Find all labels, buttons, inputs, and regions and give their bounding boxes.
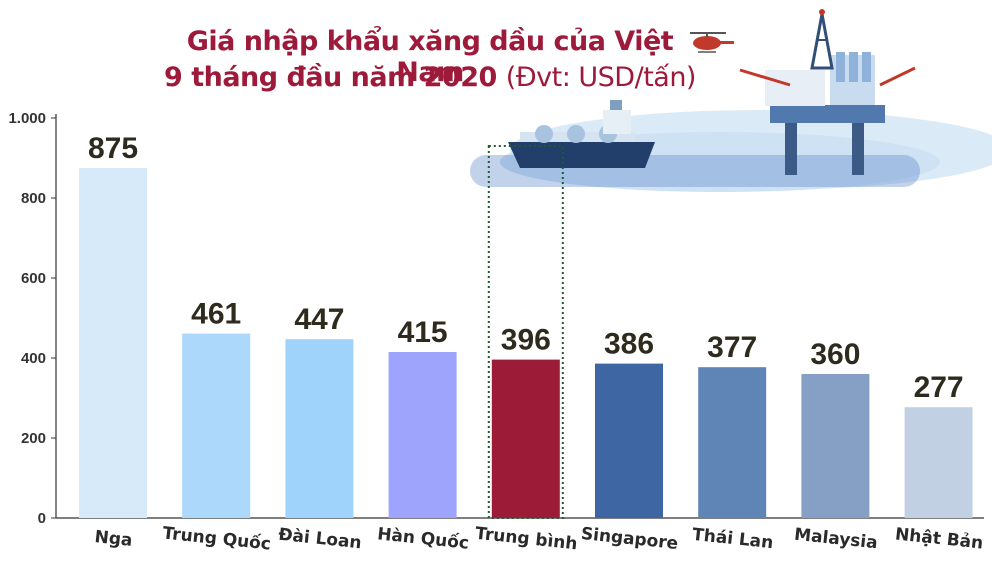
y-tick-label: 400 [21, 350, 46, 367]
category-labels: Nga Trung Quốc Đài Loan Hàn Quốc Trung bình S… [94, 522, 984, 554]
bar-8 [904, 407, 973, 518]
bar-6 [698, 367, 767, 518]
category-label: Malaysia [793, 525, 878, 554]
category-label: Đài Loan [277, 525, 362, 554]
category-label: Singapore [580, 524, 679, 554]
category-label: Trung Quốc [162, 522, 272, 554]
category-label: Trung bình [474, 524, 578, 555]
value-label: 415 [398, 316, 448, 349]
y-tick-label: 1.000 [8, 110, 46, 127]
tanker-icon [508, 100, 655, 168]
bars [79, 145, 973, 519]
category-label: Nhật Bản [894, 524, 984, 553]
chart-title: Giá nhập khẩu xăng dầu của Việt Nam [186, 26, 674, 88]
bar-0 [79, 168, 147, 518]
value-label: 396 [501, 324, 551, 357]
value-label: 386 [604, 328, 654, 361]
y-tick-label: 200 [21, 430, 46, 447]
subtitle-period: 9 tháng đầu năm 2020 [164, 62, 497, 93]
oil-illustration [470, 9, 992, 192]
category-label: Hàn Quốc [376, 523, 470, 554]
value-label: 360 [810, 338, 860, 371]
value-labels: 875 461 447 415 396 386 377 360 277 [88, 132, 964, 404]
y-axis-ticks: 0 200 400 600 800 1.000 [8, 110, 56, 527]
bar-3 [388, 352, 457, 518]
bar-2 [285, 339, 354, 518]
bar-4 [491, 359, 560, 518]
value-label: 875 [88, 132, 138, 165]
y-tick-label: 0 [38, 510, 46, 527]
oil-rig-icon [739, 9, 916, 175]
category-label: Thái Lan [691, 525, 774, 553]
chart-subtitle: 9 tháng đầu năm 2020 (Đvt: USD/tấn) [150, 62, 710, 93]
bar-1 [182, 333, 251, 518]
y-tick-label: 600 [21, 270, 46, 287]
value-label: 277 [914, 371, 964, 404]
unit-label: (Đvt: USD/tấn) [505, 62, 697, 93]
bar-7 [801, 374, 870, 518]
y-tick-label: 800 [21, 190, 46, 207]
helicopter-icon [690, 32, 734, 53]
category-label: Nga [94, 527, 134, 551]
bar-5 [595, 363, 663, 518]
highlight-box [487, 145, 564, 519]
value-label: 461 [191, 298, 241, 331]
value-label: 447 [294, 303, 344, 336]
value-label: 377 [707, 331, 757, 364]
